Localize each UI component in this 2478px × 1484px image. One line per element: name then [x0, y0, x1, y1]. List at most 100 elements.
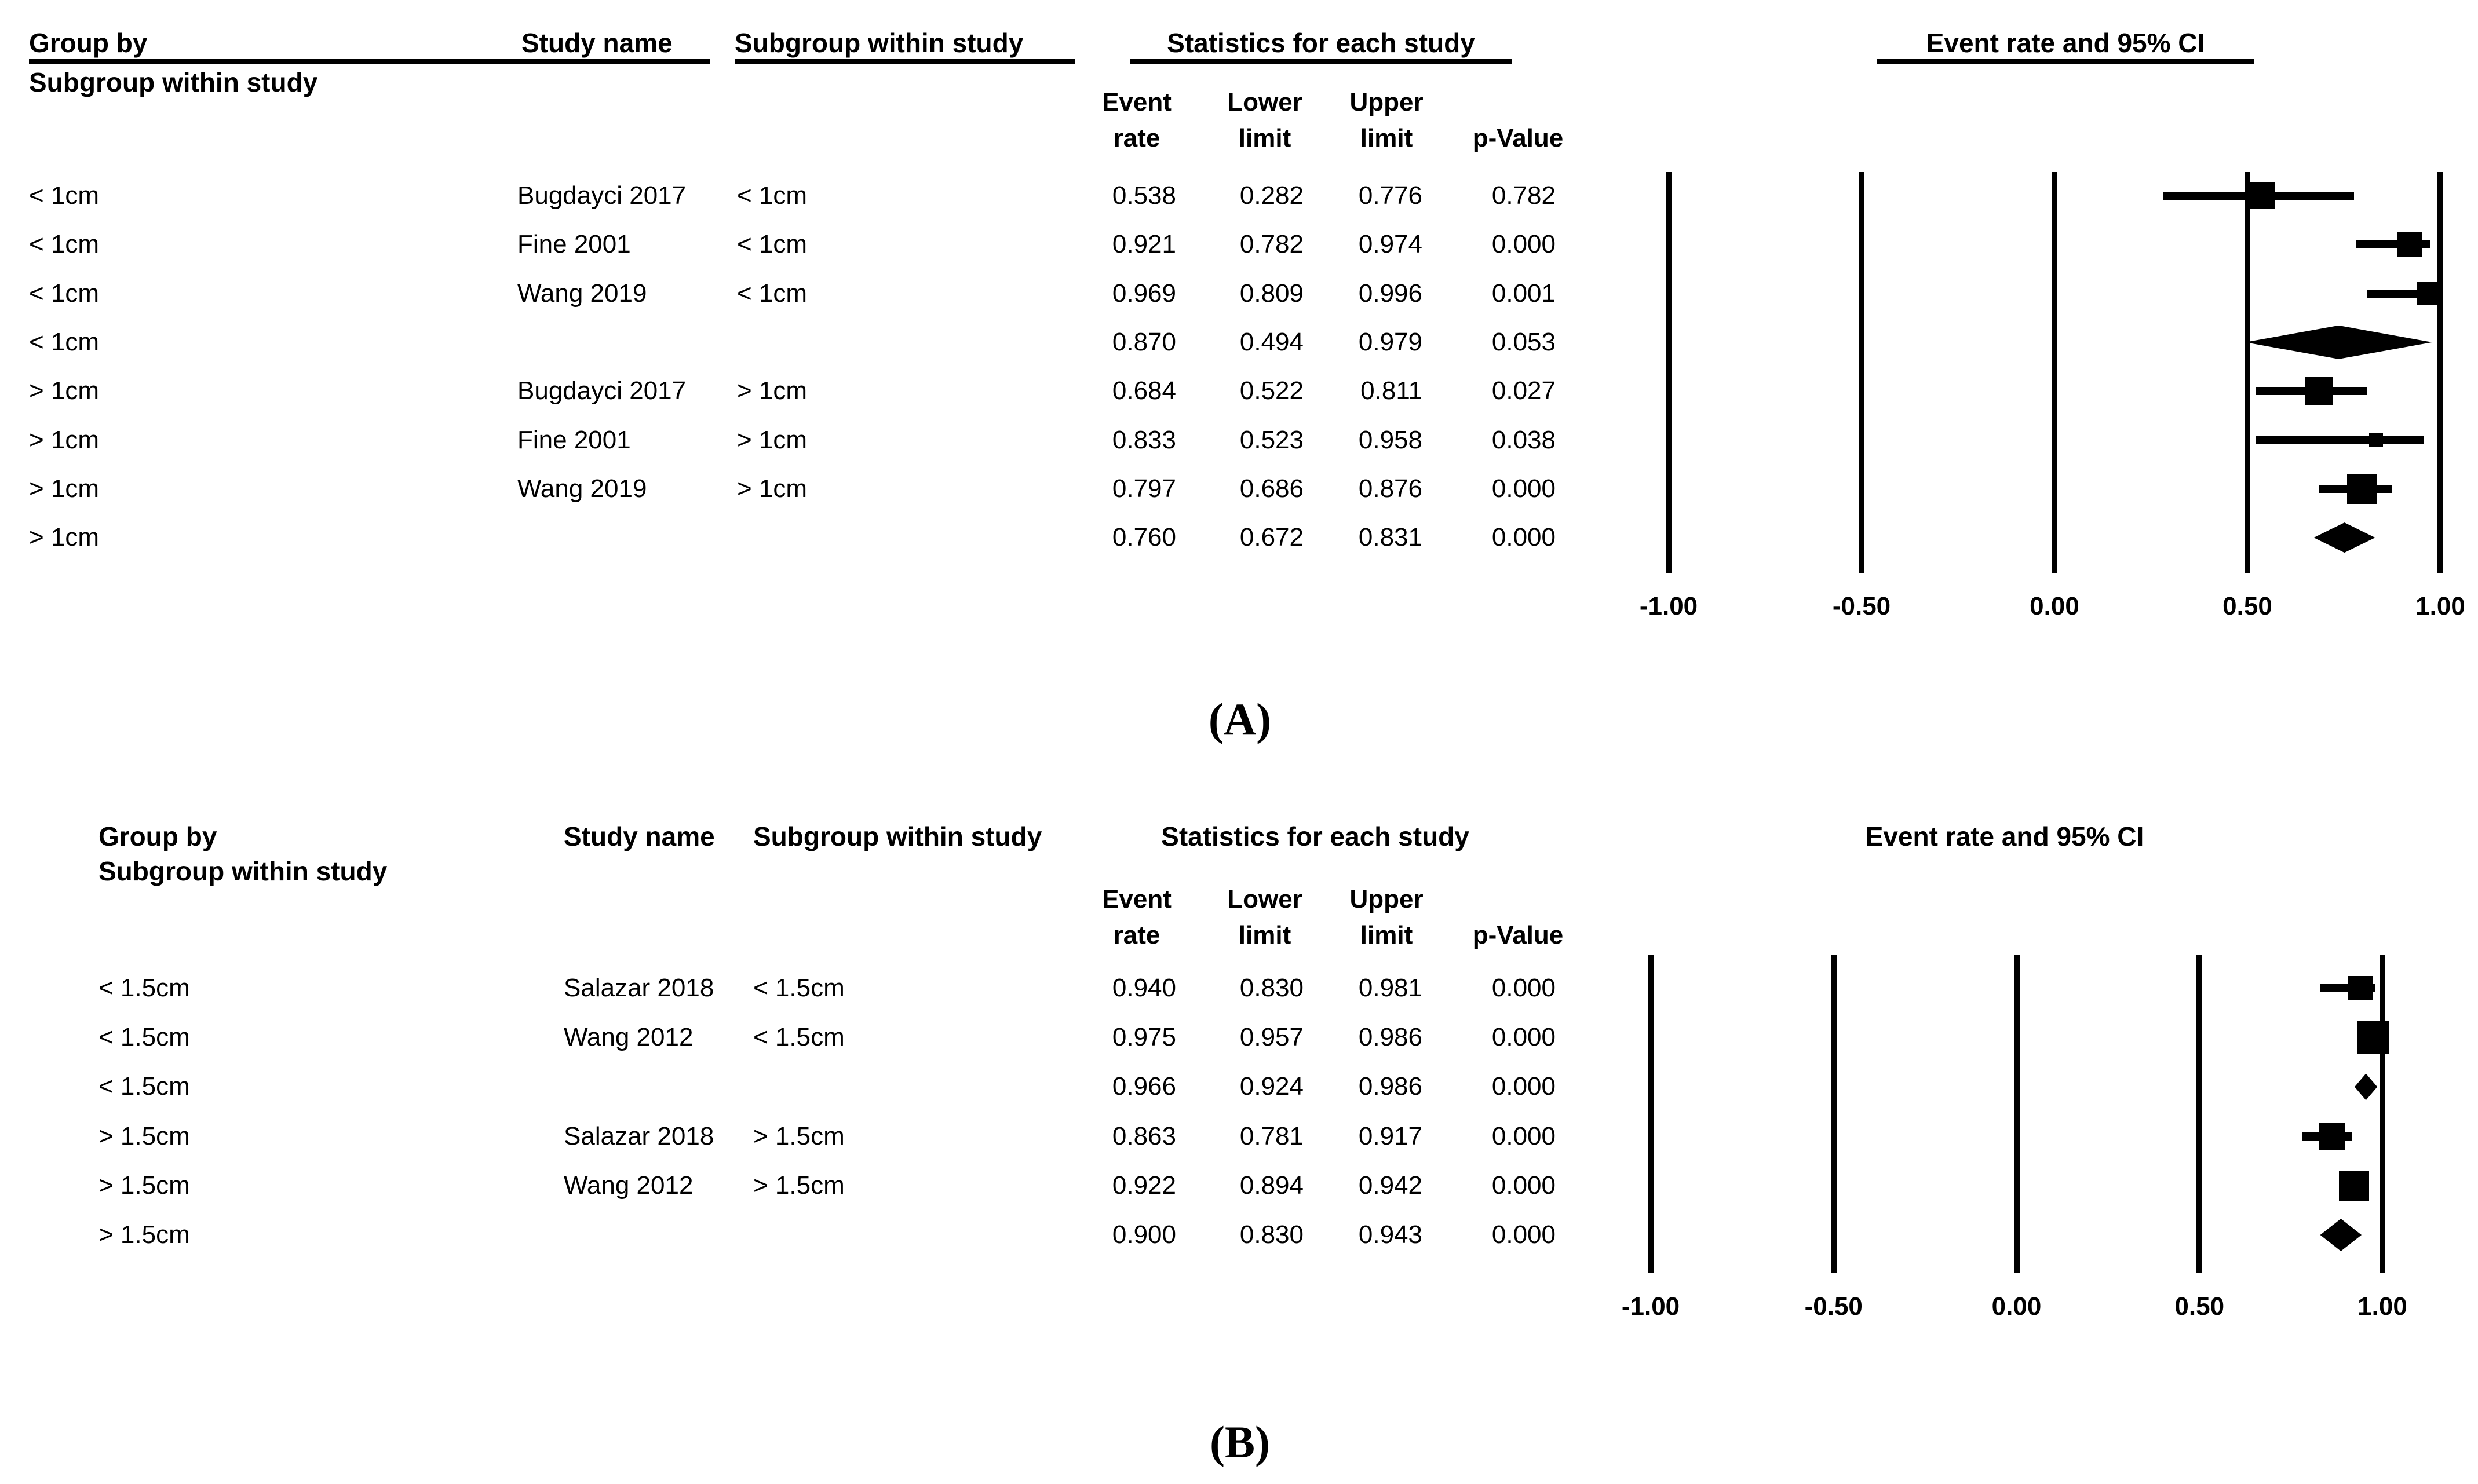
- stat-cell: 0.975: [1112, 1023, 1176, 1052]
- axis-gridline: [1859, 172, 1864, 573]
- subgroup-cell: < 1cm: [737, 279, 808, 308]
- stat-subheader-lower: Lower: [1227, 885, 1302, 913]
- group-cell: > 1cm: [29, 377, 100, 405]
- group-cell: > 1.5cm: [98, 1220, 190, 1249]
- stat-cell: 0.797: [1112, 474, 1176, 503]
- ci-whisker: [2256, 436, 2425, 444]
- stat-subheader-lower-limit: limit: [1238, 124, 1291, 152]
- stat-cell: 0.809: [1239, 279, 1304, 308]
- axis-tick-label: -0.50: [1832, 592, 1891, 620]
- effect-marker-square: [2397, 232, 2423, 258]
- column-header-group-by-line2: Subgroup within study: [98, 856, 388, 886]
- axis-gridline: [2437, 172, 2443, 573]
- group-cell: < 1cm: [29, 181, 100, 210]
- effect-marker-square: [2368, 433, 2383, 447]
- stat-subheader-lower: Lower: [1227, 88, 1302, 116]
- stat-subheader-upper-limit: limit: [1360, 124, 1413, 152]
- study-cell: Wang 2012: [564, 1171, 694, 1200]
- stat-cell: 0.876: [1358, 474, 1422, 503]
- stat-cell: 0.986: [1358, 1023, 1422, 1052]
- axis-tick-label: 0.00: [2030, 592, 2079, 620]
- effect-marker-square: [2348, 976, 2373, 1000]
- stat-cell: 0.974: [1358, 230, 1422, 259]
- stat-cell: 0.282: [1239, 181, 1304, 210]
- effect-marker-square: [2249, 182, 2276, 209]
- stat-cell: 0.000: [1491, 474, 1556, 503]
- stat-cell: 0.672: [1239, 523, 1304, 552]
- stat-cell: 0.000: [1491, 1121, 1556, 1150]
- stat-cell: 0.870: [1112, 327, 1176, 356]
- group-cell: < 1.5cm: [98, 1072, 190, 1101]
- axis-tick-label: 0.50: [2222, 592, 2272, 620]
- stat-cell: 0.940: [1112, 974, 1176, 1002]
- subgroup-cell: > 1.5cm: [753, 1121, 845, 1150]
- axis-tick-label: -1.00: [1621, 1292, 1680, 1321]
- subgroup-cell: > 1cm: [737, 377, 808, 405]
- stat-cell: 0.979: [1358, 327, 1422, 356]
- group-cell: > 1.5cm: [98, 1171, 190, 1200]
- stat-cell: 0.830: [1239, 1220, 1304, 1249]
- stat-cell: 0.863: [1112, 1121, 1176, 1150]
- stat-cell: 0.924: [1239, 1072, 1304, 1101]
- effect-marker-square: [2417, 282, 2440, 305]
- stat-cell: 0.781: [1239, 1121, 1304, 1150]
- group-cell: > 1cm: [29, 474, 100, 503]
- stat-cell: 0.000: [1491, 1023, 1556, 1052]
- stat-cell: 0.000: [1491, 1220, 1556, 1249]
- study-cell: Fine 2001: [517, 425, 631, 454]
- summary-marker-diamond: [2355, 1073, 2378, 1101]
- stat-subheader-event: Event: [1102, 88, 1172, 116]
- axis-gridline: [1666, 172, 1672, 573]
- stat-cell: 0.053: [1491, 327, 1556, 356]
- stat-cell: 0.996: [1358, 279, 1422, 308]
- stat-subheader-upper: Upper: [1349, 88, 1424, 116]
- study-cell: Fine 2001: [517, 230, 631, 259]
- stat-cell: 0.538: [1112, 181, 1176, 210]
- header-underline: [521, 59, 710, 64]
- subgroup-cell: < 1cm: [737, 181, 808, 210]
- stat-cell: 0.494: [1239, 327, 1304, 356]
- stat-cell: 0.917: [1358, 1121, 1422, 1150]
- stat-cell: 0.922: [1112, 1171, 1176, 1200]
- stat-cell: 0.894: [1239, 1171, 1304, 1200]
- stat-cell: 0.966: [1112, 1072, 1176, 1101]
- subgroup-cell: < 1.5cm: [753, 1023, 845, 1052]
- stat-cell: 0.522: [1239, 377, 1304, 405]
- stat-subheader-p-value: p-Value: [1472, 921, 1564, 949]
- effect-marker-square: [2338, 1170, 2369, 1201]
- stat-cell: 0.782: [1491, 181, 1556, 210]
- axis-tick-label: -1.00: [1639, 592, 1698, 620]
- column-header-subgroup: Subgroup within study: [753, 821, 1042, 851]
- column-header-study-name: Study name: [521, 28, 673, 58]
- column-header-statistics: Statistics for each study: [1161, 821, 1469, 851]
- column-header-group-by: Group by: [29, 28, 148, 58]
- stat-cell: 0.981: [1358, 974, 1422, 1002]
- column-header-statistics: Statistics for each study: [1167, 28, 1475, 58]
- stat-cell: 0.900: [1112, 1220, 1176, 1249]
- panel-label-b: (B): [1210, 1417, 1270, 1467]
- effect-marker-square: [2319, 1123, 2346, 1150]
- summary-marker-diamond: [2320, 1219, 2362, 1251]
- study-cell: Bugdayci 2017: [517, 377, 687, 405]
- stat-cell: 0.760: [1112, 523, 1176, 552]
- stat-subheader-lower-limit: limit: [1238, 921, 1291, 949]
- group-cell: < 1cm: [29, 230, 100, 259]
- stat-cell: 0.831: [1358, 523, 1422, 552]
- stat-subheader-rate: rate: [1113, 921, 1160, 949]
- study-cell: Wang 2019: [517, 279, 647, 308]
- stat-cell: 0.027: [1491, 377, 1556, 405]
- group-cell: < 1cm: [29, 279, 100, 308]
- plot-title: Event rate and 95% CI: [1926, 28, 2205, 58]
- plot-title: Event rate and 95% CI: [1865, 821, 2144, 851]
- stat-cell: 0.811: [1360, 377, 1422, 405]
- stat-cell: 0.833: [1112, 425, 1176, 454]
- summary-marker-diamond: [2245, 325, 2432, 359]
- stat-cell: 0.776: [1358, 181, 1422, 210]
- stat-subheader-upper: Upper: [1349, 885, 1424, 913]
- stat-cell: 0.957: [1239, 1023, 1304, 1052]
- header-underline: [1130, 59, 1512, 64]
- column-header-group-by-line2: Subgroup within study: [29, 67, 318, 97]
- axis-gridline: [2052, 172, 2057, 573]
- axis-gridline: [2013, 955, 2020, 1273]
- stat-cell: 0.943: [1358, 1220, 1422, 1249]
